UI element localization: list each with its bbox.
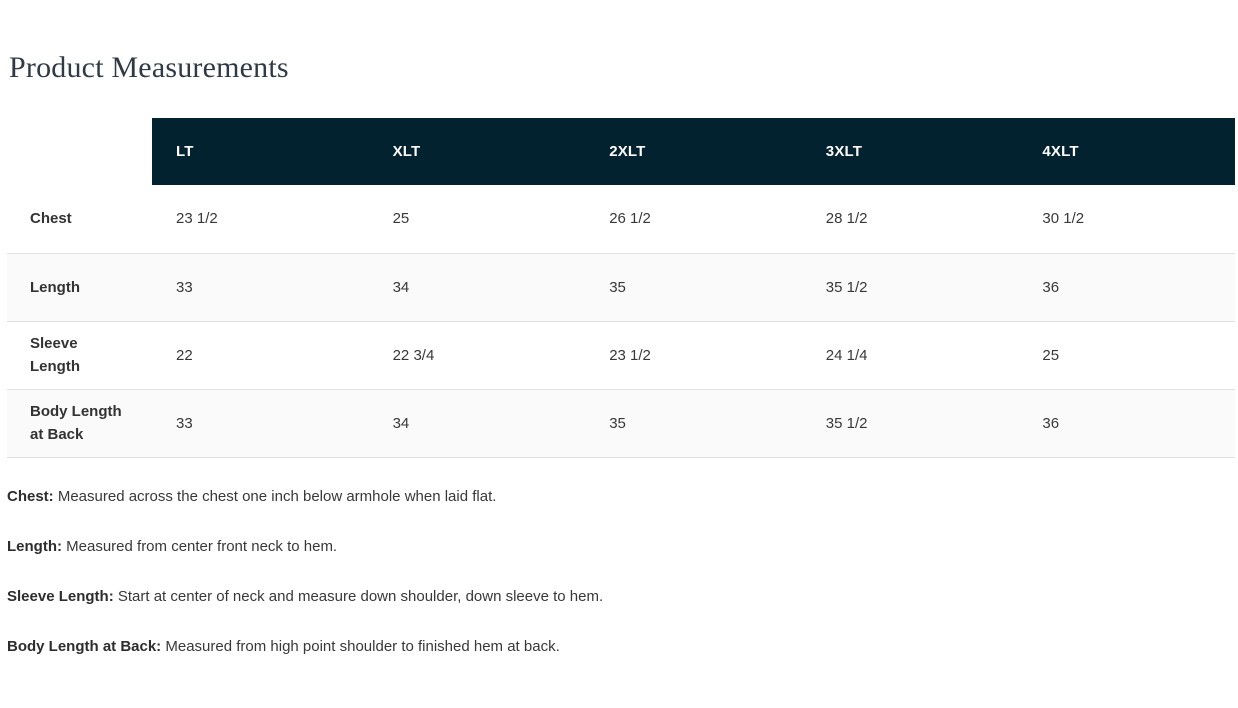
measurement-cell: 24 1/4 bbox=[801, 321, 1019, 390]
footnotes: Chest: Measured across the chest one inc… bbox=[7, 486, 1235, 657]
column-header: 3XLT bbox=[801, 118, 1019, 185]
footnote: Body Length at Back: Measured from high … bbox=[7, 636, 1235, 657]
footnote-term: Body Length at Back: bbox=[7, 637, 162, 655]
column-header: XLT bbox=[368, 118, 586, 185]
footnote-term: Chest: bbox=[7, 487, 54, 505]
measurement-cell: 33 bbox=[152, 389, 369, 458]
measurement-cell: 25 bbox=[1018, 321, 1235, 390]
row-label: Body Length at Back bbox=[7, 389, 152, 458]
measurement-cell: 36 bbox=[1018, 389, 1235, 458]
measurement-cell: 22 bbox=[152, 321, 369, 390]
measurement-cell: 25 bbox=[368, 185, 586, 254]
measurement-cell: 35 bbox=[585, 253, 802, 322]
table-row: Body Length at Back 33 34 35 35 1/2 36 bbox=[7, 389, 1235, 458]
header-row: LT XLT 2XLT 3XLT 4XLT bbox=[7, 118, 1235, 185]
table-row: Length 33 34 35 35 1/2 36 bbox=[7, 253, 1235, 322]
row-label: Length bbox=[7, 253, 152, 322]
measurement-cell: 34 bbox=[368, 389, 586, 458]
footnote-description: Measured from center front neck to hem. bbox=[61, 537, 338, 555]
footnote-description: Measured across the chest one inch below… bbox=[53, 487, 497, 505]
measurement-cell: 33 bbox=[152, 253, 369, 322]
table-row: Sleeve Length 22 22 3/4 23 1/2 24 1/4 25 bbox=[7, 321, 1235, 390]
corner-cell bbox=[7, 118, 152, 185]
measurement-cell: 35 bbox=[585, 389, 802, 458]
measurement-cell: 28 1/2 bbox=[801, 185, 1019, 254]
footnote-term: Sleeve Length: bbox=[7, 587, 114, 605]
footnote-term: Length: bbox=[7, 537, 62, 555]
measurement-cell: 35 1/2 bbox=[801, 389, 1019, 458]
measurement-cell: 22 3/4 bbox=[368, 321, 586, 390]
table-row: Chest 23 1/2 25 26 1/2 28 1/2 30 1/2 bbox=[7, 185, 1235, 254]
row-label: Chest bbox=[7, 185, 152, 254]
page-title: Product Measurements bbox=[9, 51, 289, 84]
column-header: LT bbox=[152, 118, 369, 185]
table-body: Chest 23 1/2 25 26 1/2 28 1/2 30 1/2 Length 33 3… bbox=[7, 185, 1235, 458]
footnote-description: Start at center of neck and measure down… bbox=[113, 587, 604, 605]
measurement-cell: 36 bbox=[1018, 253, 1235, 322]
measurement-cell: 26 1/2 bbox=[585, 185, 802, 254]
measurement-cell: 23 1/2 bbox=[585, 321, 802, 390]
footnote: Chest: Measured across the chest one inc… bbox=[7, 486, 1235, 507]
column-header: 4XLT bbox=[1018, 118, 1235, 185]
row-label: Sleeve Length bbox=[7, 321, 152, 390]
footnote: Length: Measured from center front neck … bbox=[7, 536, 1235, 557]
measurement-cell: 35 1/2 bbox=[801, 253, 1019, 322]
measurements-table: LT XLT 2XLT 3XLT 4XLT Chest 23 1/2 25 26 1/2 28 … bbox=[7, 118, 1235, 458]
measurement-cell: 34 bbox=[368, 253, 586, 322]
footnote-description: Measured from high point shoulder to fin… bbox=[161, 637, 560, 655]
footnote: Sleeve Length: Start at center of neck a… bbox=[7, 586, 1235, 607]
column-header: 2XLT bbox=[585, 118, 802, 185]
measurement-cell: 23 1/2 bbox=[152, 185, 369, 254]
measurement-cell: 30 1/2 bbox=[1018, 185, 1235, 254]
